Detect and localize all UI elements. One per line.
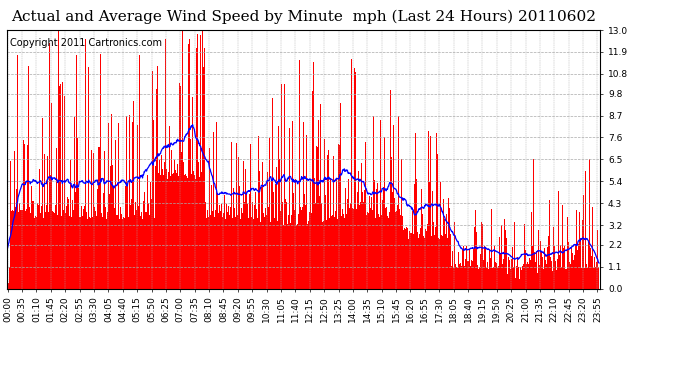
Text: Copyright 2011 Cartronics.com: Copyright 2011 Cartronics.com [10,38,162,48]
Text: Actual and Average Wind Speed by Minute  mph (Last 24 Hours) 20110602: Actual and Average Wind Speed by Minute … [11,9,596,24]
